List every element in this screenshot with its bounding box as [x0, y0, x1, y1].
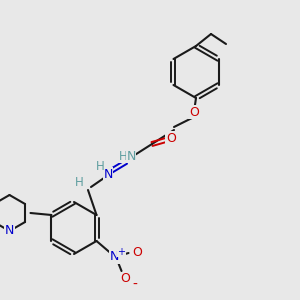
Text: O: O	[189, 106, 199, 118]
Text: O: O	[166, 131, 176, 145]
Text: O: O	[121, 272, 130, 286]
Text: H: H	[75, 176, 83, 190]
Text: -: -	[132, 278, 137, 292]
Text: N: N	[5, 224, 14, 238]
Text: +: +	[118, 247, 125, 257]
Text: N: N	[103, 167, 113, 181]
Text: H: H	[118, 149, 127, 163]
Text: N: N	[110, 250, 119, 263]
Text: O: O	[133, 247, 142, 260]
Text: N: N	[126, 149, 136, 163]
Text: H: H	[96, 160, 104, 172]
